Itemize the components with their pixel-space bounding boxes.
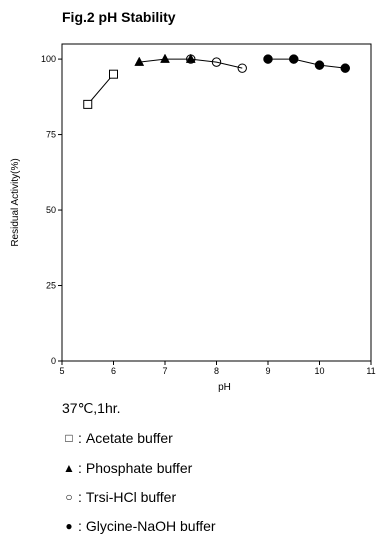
y-tick-label-100: 100 [41,54,56,64]
x-axis-label: pH [218,382,231,393]
legend-separator: : [78,460,82,476]
x-tick-label-8: 8 [214,366,219,376]
x-tick-label-6: 6 [111,366,116,376]
y-tick-label-0: 0 [51,356,56,366]
data-point-acetate-1 [109,69,118,79]
filled-circle-icon: ● [65,519,73,533]
legend-separator: : [78,489,82,505]
data-point-tris-2 [237,63,247,73]
condition-note: 37℃,1hr. [62,400,121,416]
x-tick-label-7: 7 [162,366,167,376]
filled-triangle-icon: ▲ [63,461,75,475]
series-lines [87,58,346,105]
data-point-glycine-1 [289,54,299,64]
data-point-glycine-3 [340,63,350,73]
plot-frame [61,43,372,362]
legend-label: Acetate buffer [85,430,173,446]
axes: 0 25 50 75 100 5 6 7 8 9 10 11 pH Residual Activity(%… [10,43,376,393]
data-point-phosphate-1 [160,53,170,63]
data-point-glycine-0 [263,54,273,64]
series-line-glycine [268,58,346,69]
data-point-phosphate-2 [185,53,196,63]
data-point-tris-0 [186,54,196,64]
data-point-acetate-0 [83,99,93,109]
y-tick-label-25: 25 [46,281,56,291]
open-square-icon: □ [65,431,73,445]
ph-stability-chart: 0 25 50 75 100 5 6 7 8 9 10 11 pH Residual Activity(%… [10,43,376,393]
figure-title: Fig.2 pH Stability [62,9,176,25]
series-markers [83,53,350,109]
legend-item-phosphate: ▲: Phosphate buffer [62,460,192,476]
y-tick-label-50: 50 [46,205,56,215]
y-axis-label: Residual Activity(%) [10,158,21,246]
x-tick-label-11: 11 [366,366,375,376]
legend-item-acetate: □: Acetate buffer [62,430,173,446]
open-circle-icon: ○ [65,490,73,504]
legend-label: Glycine-NaOH buffer [85,518,216,534]
series-line-acetate [87,73,114,105]
data-point-glycine-2 [314,60,325,70]
series-line-tris [190,58,243,69]
legend-label: Phosphate buffer [85,460,193,476]
data-point-phosphate-0 [134,56,145,66]
x-tick-label-9: 9 [265,366,270,376]
data-point-tris-1 [211,57,222,67]
y-tick-label-75: 75 [46,130,56,140]
legend-item-tris: ○: Trsi-HCl buffer [62,489,176,505]
x-tick-label-5: 5 [59,366,64,376]
legend-label: Trsi-HCl buffer [85,489,177,505]
legend-separator: : [78,518,82,534]
x-tick-label-10: 10 [314,366,324,376]
legend-item-glycine: ●: Glycine-NaOH buffer [62,518,216,534]
legend-separator: : [78,430,82,446]
